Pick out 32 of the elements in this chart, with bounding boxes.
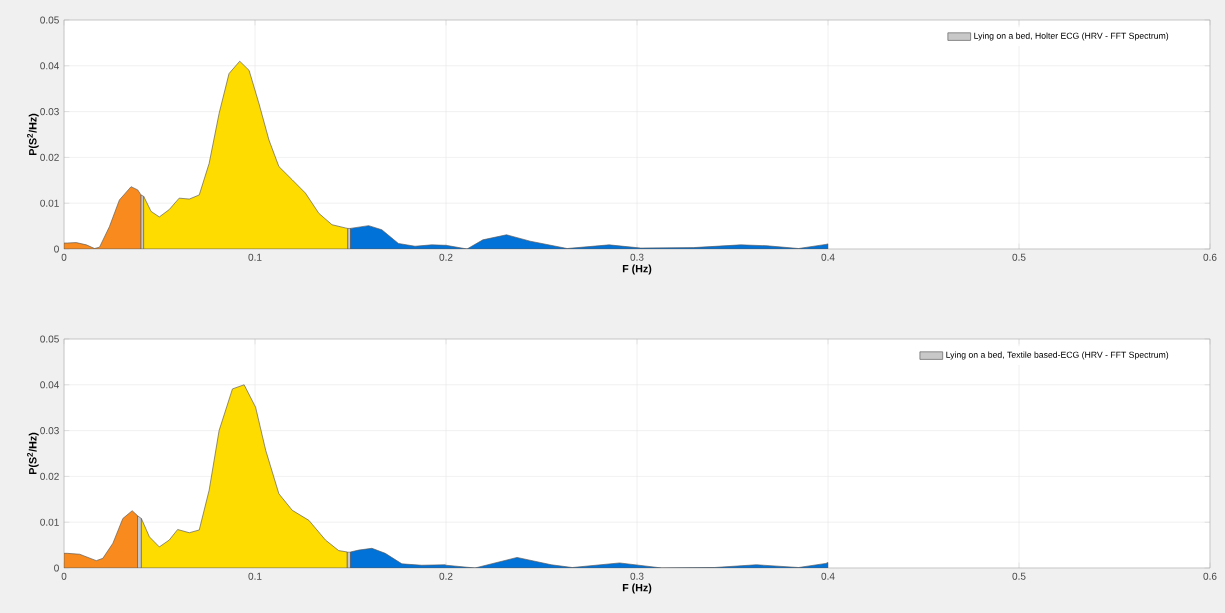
y-tick-label: 0.02: [40, 472, 59, 480]
y-axis-title: P(S$^{2}$/Hz): [27, 113, 39, 156]
x-tick-label: 0: [61, 253, 67, 261]
legend-label: Lying on a bed, Textile based-ECG (HRV - FFT Spectrum): [946, 351, 1169, 360]
x-tick-label: 0: [61, 572, 67, 580]
x-tick-label: 0.2: [439, 572, 453, 580]
x-axis-title: F (Hz): [622, 264, 652, 275]
y-tick-label: 0.01: [40, 518, 59, 526]
y-tick-label: 0: [54, 245, 59, 253]
y-tick-label: 0.05: [40, 16, 59, 24]
y-tick-label: 0.01: [40, 199, 59, 207]
x-tick-label: 0.5: [1012, 572, 1026, 580]
x-tick-label: 0.3: [630, 253, 644, 261]
x-tick-label: 0.6: [1203, 253, 1217, 261]
y-tick-label: 0.03: [40, 108, 59, 116]
y-tick-label: 0.05: [40, 335, 59, 343]
y-tick-label: 0.04: [40, 381, 60, 389]
x-tick-label: 0.4: [821, 253, 835, 261]
x-tick-label: 0.2: [439, 253, 453, 261]
y-tick-label: 0.02: [40, 153, 59, 161]
x-tick-label: 0.4: [821, 572, 835, 580]
x-tick-label: 0.6: [1203, 572, 1217, 580]
y-axis-title: P(S$^{2}$/Hz): [27, 432, 39, 474]
legend-label: Lying on a bed, Holter ECG (HRV - FFT Spectrum): [974, 32, 1169, 41]
x-axis-title: F (Hz): [622, 583, 652, 594]
x-tick-label: 0.1: [248, 253, 262, 261]
y-tick-label: 0: [54, 564, 59, 572]
x-tick-label: 0.3: [630, 572, 644, 580]
y-tick-label: 0.03: [40, 427, 59, 435]
y-tick-label: 0.04: [40, 62, 60, 70]
x-tick-label: 0.5: [1012, 253, 1026, 261]
x-tick-label: 0.1: [248, 572, 262, 580]
